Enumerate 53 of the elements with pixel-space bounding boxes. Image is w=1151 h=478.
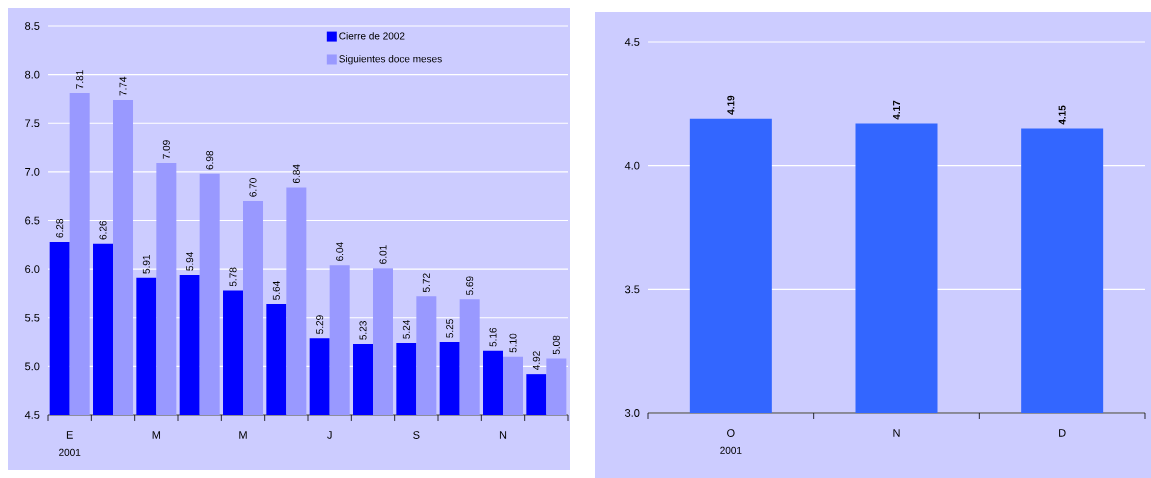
- legend-label: Siguientes doce meses: [339, 55, 442, 65]
- x-tick-label: M: [152, 431, 161, 439]
- y-tick-label: 5.5: [25, 313, 40, 322]
- data-label: 5.78: [229, 267, 237, 287]
- y-tick-label: 3.0: [625, 409, 640, 417]
- y-tick-label: 4.0: [624, 161, 640, 170]
- data-label: 5.24: [402, 319, 410, 339]
- data-label: 4.19: [727, 95, 735, 115]
- data-label: 6.01: [379, 245, 387, 264]
- data-label: 5.25: [446, 319, 454, 338]
- data-label: 6.84: [292, 164, 300, 184]
- data-label: 6.04: [336, 242, 344, 261]
- data-label: 7.74: [119, 76, 127, 96]
- x-tick-label: N: [499, 431, 507, 439]
- data-label: 5.10: [509, 333, 517, 353]
- y-tick-label: 8.0: [25, 70, 40, 79]
- legend-label: Cierre de 2002: [339, 32, 405, 40]
- x-tick-label: N: [893, 429, 900, 437]
- data-label: 7.81: [76, 70, 84, 89]
- data-label: 6.26: [99, 220, 107, 240]
- y-tick-label: 6.0: [25, 265, 40, 274]
- x-tick-label: D: [1059, 429, 1066, 437]
- data-label: 5.64: [272, 281, 280, 300]
- x-tick-label: O: [727, 429, 735, 437]
- y-tick-label: 8.5: [25, 22, 40, 30]
- data-label: 6.98: [206, 150, 214, 170]
- x-tick-label: M: [239, 431, 247, 439]
- y-tick-label: 6.5: [25, 216, 40, 225]
- x-tick-label: S: [413, 431, 420, 439]
- data-label: 4.15: [1058, 105, 1066, 125]
- data-label: 5.29: [316, 315, 324, 334]
- y-tick-label: 7.0: [25, 167, 40, 176]
- data-label: 5.08: [552, 335, 560, 355]
- data-label: 4.92: [532, 351, 540, 371]
- x-tick-label: J: [327, 431, 332, 439]
- data-label: 5.94: [186, 251, 194, 271]
- y-tick-label: 7.5: [25, 119, 40, 128]
- y-tick-label: 5.0: [25, 362, 40, 371]
- data-label: 7.09: [162, 140, 170, 159]
- data-label: 6.70: [249, 178, 257, 197]
- text: 2001: [720, 446, 742, 454]
- data-label: 5.72: [422, 273, 430, 293]
- y-tick-label: 4.5: [624, 38, 640, 46]
- y-tick-label: 4.5: [24, 411, 40, 419]
- data-label: 5.16: [489, 327, 497, 347]
- y-tick-label: 3.5: [625, 285, 640, 294]
- data-label: 4.17: [893, 100, 900, 120]
- x-tick-label: E: [66, 431, 73, 439]
- data-label: 5.23: [359, 321, 367, 340]
- text: 2001: [59, 448, 81, 456]
- data-label: 5.69: [466, 276, 474, 295]
- data-label: 6.28: [56, 218, 64, 238]
- data-label: 5.91: [142, 255, 150, 274]
